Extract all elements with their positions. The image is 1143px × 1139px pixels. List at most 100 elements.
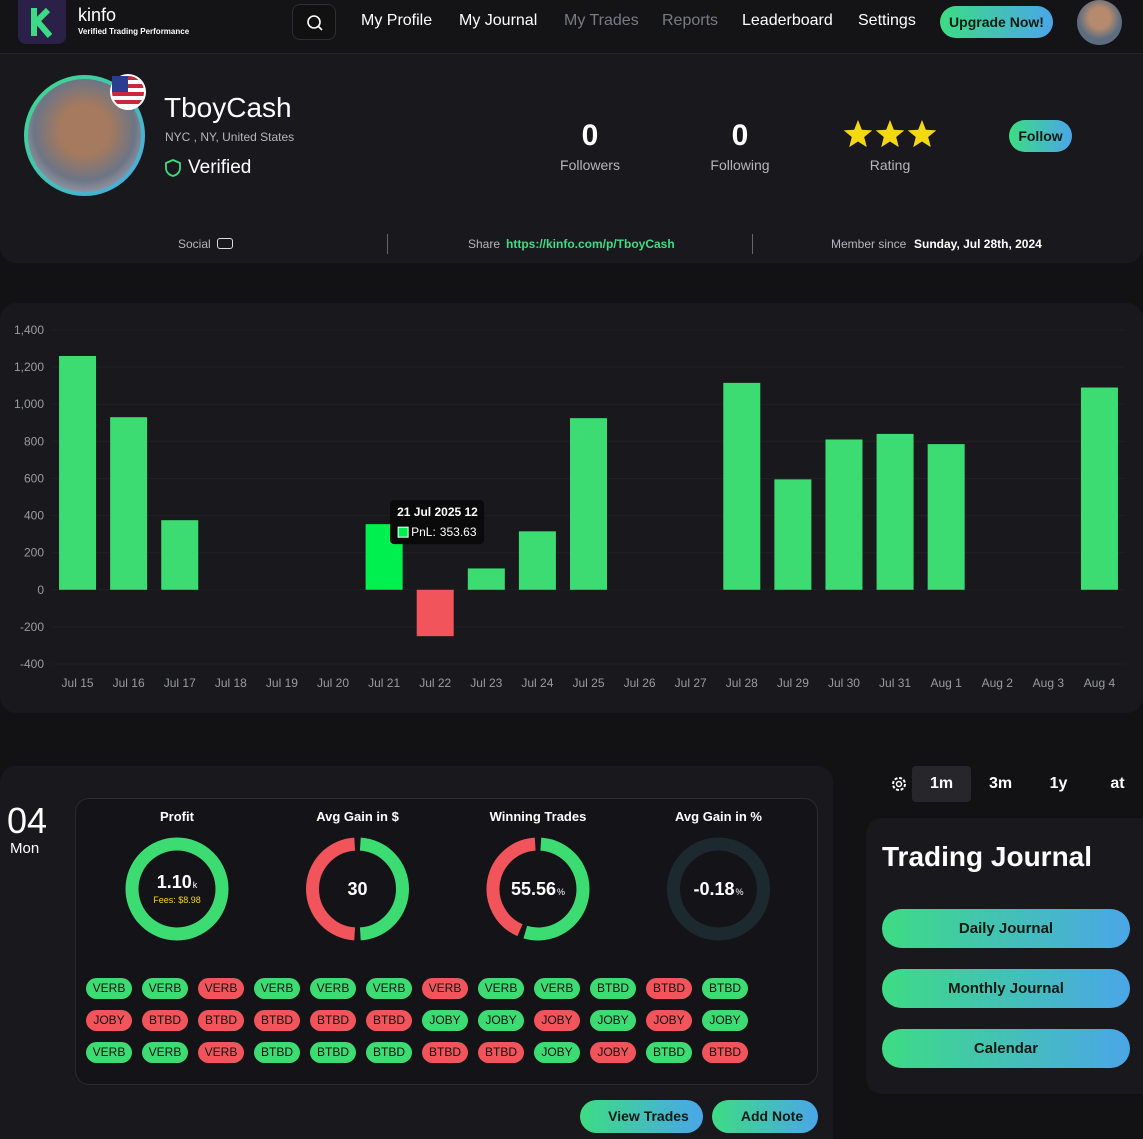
x-tick-label: Jul 21 bbox=[368, 676, 400, 690]
ticker-chip: BTBD bbox=[702, 978, 748, 999]
followers-count: 0 bbox=[581, 119, 599, 152]
user-avatar[interactable] bbox=[1077, 0, 1122, 45]
following-count: 0 bbox=[731, 119, 749, 152]
stat-unit: % bbox=[557, 887, 565, 897]
bar bbox=[161, 520, 199, 590]
button-label: Add Note bbox=[740, 1108, 804, 1124]
rating-label: Rating bbox=[869, 157, 911, 173]
y-tick-label: 800 bbox=[24, 434, 44, 448]
following-label: Following bbox=[710, 157, 770, 173]
ring-loss bbox=[486, 837, 536, 937]
ring bbox=[125, 837, 229, 941]
range-tab[interactable]: at bbox=[1110, 775, 1125, 792]
bar bbox=[927, 444, 965, 590]
ticker-chip: JOBY bbox=[478, 1010, 524, 1031]
view-trades-button[interactable]: View Trades bbox=[580, 1100, 703, 1133]
pnl-chart: -400 -200 0 200 400 600 800 1,000 1,200 1,400 Jul … bbox=[14, 323, 1125, 690]
stat-value: -0.18% bbox=[693, 879, 743, 899]
x-tick-label: Jul 31 bbox=[879, 676, 911, 690]
ticker-chip: BTBD bbox=[310, 1042, 356, 1063]
x-tick-label: Jul 23 bbox=[470, 676, 502, 690]
tooltip-key: PnL: bbox=[411, 525, 436, 539]
ticker-chip: VERB bbox=[86, 978, 132, 999]
ticker-chip: JOBY bbox=[590, 1042, 636, 1063]
stat-number: 1.10 bbox=[157, 872, 192, 892]
nav-bar: kinfo Verified Trading Performance My Pr… bbox=[0, 0, 1143, 54]
logo[interactable] bbox=[18, 0, 66, 44]
ticker-chip: JOBY bbox=[534, 1042, 580, 1063]
stat-donuts: Profit 1.10k Fees: $8.98 Avg Gain in $ 30 Win… bbox=[125, 809, 770, 941]
ticker-chip: VERB bbox=[142, 1042, 188, 1063]
ticker-chip: BTBD bbox=[142, 1010, 188, 1031]
stats-box: Profit 1.10k Fees: $8.98 Avg Gain in $ 30 Win… bbox=[75, 798, 818, 1085]
ticker-chip: BTBD bbox=[422, 1042, 468, 1063]
ticker-chip: VERB bbox=[534, 978, 580, 999]
stat-unit: k bbox=[193, 880, 198, 890]
location: NYC , NY, United States bbox=[165, 130, 295, 144]
bar bbox=[416, 589, 454, 637]
chart-card: -400 -200 0 200 400 600 800 1,000 1,200 1,400 Jul … bbox=[0, 303, 1143, 713]
stat-value: 1.10k bbox=[157, 872, 198, 892]
profile-card: TboyCash NYC , NY, United States Verifie… bbox=[0, 54, 1143, 263]
x-tick-label: Jul 28 bbox=[726, 676, 758, 690]
add-note-button[interactable]: Add Note bbox=[712, 1100, 818, 1133]
journal-button[interactable]: Daily Journal bbox=[882, 909, 1130, 948]
nav-link[interactable]: My Profile bbox=[361, 12, 433, 29]
divider bbox=[387, 234, 388, 254]
ticker-chip: BTBD bbox=[254, 1042, 300, 1063]
journal-button[interactable]: Monthly Journal bbox=[882, 969, 1130, 1008]
star bbox=[843, 120, 873, 148]
ticker-chip: BTBD bbox=[646, 1042, 692, 1063]
x-tick-label: Jul 27 bbox=[675, 676, 707, 690]
nav-link[interactable]: My Trades bbox=[564, 12, 639, 29]
stat-title: Profit bbox=[160, 809, 195, 824]
x-tick-label: Jul 20 bbox=[317, 676, 349, 690]
ticker-chip: VERB bbox=[142, 978, 188, 999]
journal-card: 04 Mon Profit 1.10k Fees: $8.98 Avg Gain in… bbox=[0, 766, 833, 1139]
range-tab[interactable]: 1y bbox=[1049, 775, 1068, 792]
range-tab[interactable]: 1m bbox=[929, 775, 954, 792]
shield-icon bbox=[165, 159, 181, 177]
ring-win bbox=[359, 837, 409, 941]
bar bbox=[110, 417, 148, 590]
share-label: Share bbox=[468, 237, 501, 251]
ticker-chip: VERB bbox=[366, 978, 412, 999]
follow-button[interactable]: Follow bbox=[1009, 120, 1072, 152]
x-tick-label: Jul 29 bbox=[777, 676, 809, 690]
nav-link[interactable]: Reports bbox=[662, 12, 719, 29]
logo-icon bbox=[31, 7, 53, 38]
search-button[interactable] bbox=[292, 4, 336, 40]
share-url[interactable]: https://kinfo.com/p/TboyCash bbox=[506, 237, 675, 251]
tagline: Verified Trading Performance bbox=[78, 27, 190, 36]
stat-number: -0.18 bbox=[693, 879, 734, 899]
range-active-bg bbox=[912, 766, 971, 802]
profile-name: TboyCash bbox=[164, 92, 292, 123]
nav-link[interactable]: My Journal bbox=[459, 12, 538, 29]
y-tick-label: -400 bbox=[20, 657, 44, 671]
member-date: Sunday, Jul 28th, 2024 bbox=[914, 237, 1042, 251]
stat-title: Avg Gain in $ bbox=[316, 809, 399, 824]
journal-button[interactable]: Calendar bbox=[882, 1029, 1130, 1068]
ticker-chip: BTBD bbox=[366, 1042, 412, 1063]
ticker-chip: VERB bbox=[86, 1042, 132, 1063]
ticker-chip: VERB bbox=[310, 978, 356, 999]
ticker-chip: VERB bbox=[254, 978, 300, 999]
video-icon[interactable] bbox=[217, 238, 233, 249]
weekday: Mon bbox=[10, 840, 40, 857]
social-label: Social bbox=[178, 237, 211, 251]
stat-note: Fees: $8.98 bbox=[153, 895, 201, 905]
day-number: 04 bbox=[7, 800, 48, 841]
ticker-chip: BTBD bbox=[478, 1042, 524, 1063]
bar bbox=[59, 355, 97, 590]
nav-link[interactable]: Leaderboard bbox=[742, 12, 833, 29]
stat-title: Winning Trades bbox=[490, 809, 587, 824]
nav-link[interactable]: Settings bbox=[858, 12, 916, 29]
ticker-chip: BTBD bbox=[198, 1010, 244, 1031]
star bbox=[875, 120, 905, 148]
settings-icon[interactable] bbox=[889, 774, 909, 794]
range-tab[interactable]: 3m bbox=[988, 775, 1013, 792]
y-tick-label: 400 bbox=[24, 509, 44, 523]
upgrade-button[interactable]: Upgrade Now! bbox=[940, 6, 1053, 38]
ring bbox=[667, 837, 770, 941]
journal-panel: Trading Journal Daily Journal Monthly Jo… bbox=[866, 818, 1143, 1094]
